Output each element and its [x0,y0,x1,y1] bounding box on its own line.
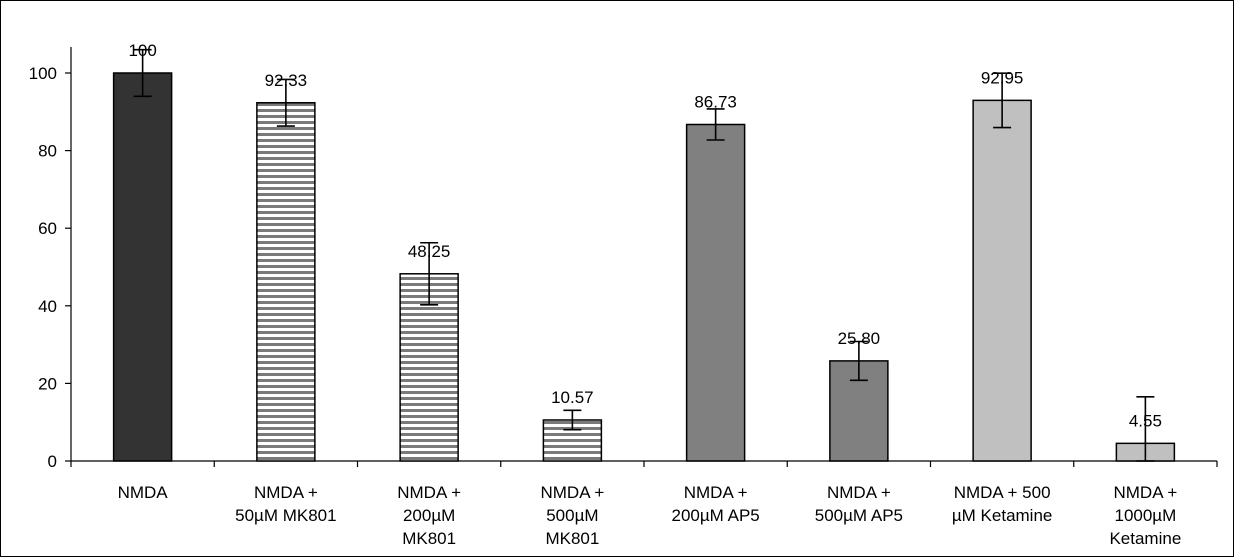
x-category-label: Ketamine [1109,529,1181,548]
x-category-label: MK801 [402,529,456,548]
bar [256,102,316,462]
x-category-label: NMDA + [684,483,748,502]
y-tick-label: 0 [48,452,57,471]
data-label: 10.57 [551,388,594,407]
bar [685,123,746,462]
x-category-label: NMDA + [540,483,604,502]
data-label: 92.33 [265,71,308,90]
x-category-label: 200µM [403,506,455,525]
x-category-label: 200µM AP5 [672,506,760,525]
y-tick-label: 20 [38,374,57,393]
x-category-label: NMDA + 500 [954,483,1051,502]
data-label: 86.73 [694,92,737,111]
x-category-label: 500µM [546,506,598,525]
data-label: 92.95 [981,68,1024,87]
data-label: 4.55 [1129,411,1162,430]
x-category-label: NMDA [118,483,169,502]
y-tick-label: 80 [38,142,57,161]
x-category-label: MK801 [545,529,599,548]
data-label: 100 [128,41,156,60]
x-category-label: 1000µM [1114,506,1176,525]
x-category-label: NMDA + [397,483,461,502]
x-category-label: 50µM MK801 [235,506,336,525]
data-label: 48.25 [408,242,451,261]
data-label: 25.80 [838,329,881,348]
y-tick-label: 60 [38,219,57,238]
y-tick-label: 100 [29,64,57,83]
x-category-label: NMDA + [254,483,318,502]
bar [112,72,173,462]
x-category-label: NMDA + [827,483,891,502]
bar [972,99,1032,462]
x-category-label: 500µM AP5 [815,506,903,525]
x-category-label: µM Ketamine [952,506,1053,525]
x-category-label: NMDA + [1113,483,1177,502]
y-tick-label: 40 [38,297,57,316]
